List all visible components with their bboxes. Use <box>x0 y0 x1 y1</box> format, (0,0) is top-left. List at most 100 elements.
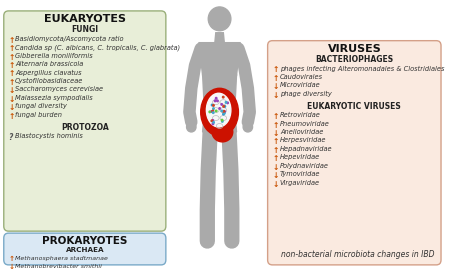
Text: Basidiomycota/Ascomycota ratio: Basidiomycota/Ascomycota ratio <box>15 36 124 42</box>
Circle shape <box>223 106 224 107</box>
Text: EUKARYOTES: EUKARYOTES <box>44 14 126 24</box>
Text: Gibberella moniliformis: Gibberella moniliformis <box>15 53 93 59</box>
Circle shape <box>223 111 225 113</box>
Text: BACTERIOPHAGES: BACTERIOPHAGES <box>315 54 393 64</box>
Circle shape <box>211 120 213 122</box>
Circle shape <box>214 100 216 102</box>
Circle shape <box>219 108 220 109</box>
Text: ↓: ↓ <box>273 129 279 138</box>
Circle shape <box>221 104 222 105</box>
Text: Alternaria brassicola: Alternaria brassicola <box>15 61 83 67</box>
Text: ↓: ↓ <box>273 171 279 180</box>
Text: Herpesviridae: Herpesviridae <box>280 137 327 143</box>
Text: ↑: ↑ <box>9 69 15 78</box>
Circle shape <box>208 7 231 31</box>
Ellipse shape <box>212 122 233 142</box>
Text: phage diversity: phage diversity <box>280 91 332 97</box>
Text: Polydnaviridae: Polydnaviridae <box>280 163 329 169</box>
Text: ↑: ↑ <box>9 61 15 70</box>
Text: Tymoviridae: Tymoviridae <box>280 171 320 177</box>
Text: Malassezia sympodialis: Malassezia sympodialis <box>15 95 93 101</box>
Circle shape <box>213 105 214 106</box>
Polygon shape <box>202 111 237 132</box>
Text: ↑: ↑ <box>273 112 279 121</box>
Text: VIRUSES: VIRUSES <box>328 44 381 54</box>
Text: ↑: ↑ <box>273 66 279 75</box>
FancyBboxPatch shape <box>268 41 441 265</box>
Circle shape <box>224 111 226 112</box>
Text: EUKARYOTIC VIRUSES: EUKARYOTIC VIRUSES <box>308 102 401 111</box>
FancyBboxPatch shape <box>4 233 166 265</box>
Text: non-bacterial microbiota changes in IBD: non-bacterial microbiota changes in IBD <box>282 250 435 259</box>
Text: fungal burden: fungal burden <box>15 112 62 118</box>
FancyBboxPatch shape <box>4 11 166 231</box>
Circle shape <box>211 104 213 106</box>
Text: Saccharomyces cerevisiae: Saccharomyces cerevisiae <box>15 86 103 92</box>
Circle shape <box>223 113 224 115</box>
Circle shape <box>213 122 214 123</box>
Circle shape <box>223 111 225 112</box>
Text: ARCHAEA: ARCHAEA <box>65 247 104 253</box>
Circle shape <box>211 111 212 112</box>
Text: ↓: ↓ <box>273 91 279 100</box>
Text: Retroviridae: Retroviridae <box>280 112 321 118</box>
Circle shape <box>213 108 214 109</box>
Text: Virgaviridae: Virgaviridae <box>280 180 320 186</box>
Circle shape <box>227 102 228 104</box>
Circle shape <box>216 98 217 99</box>
Text: ↓: ↓ <box>9 264 15 270</box>
Text: ↓: ↓ <box>273 163 279 172</box>
Polygon shape <box>215 33 224 43</box>
Text: ↓: ↓ <box>9 95 15 104</box>
Circle shape <box>215 110 217 112</box>
Text: ↑: ↑ <box>9 78 15 87</box>
Text: ?: ? <box>9 133 13 142</box>
Text: Anelloviridae: Anelloviridae <box>280 129 323 135</box>
Text: ↑: ↑ <box>273 146 279 155</box>
Circle shape <box>221 110 223 112</box>
Circle shape <box>212 110 214 112</box>
Circle shape <box>212 112 214 114</box>
Text: Methanobrevibacter smithii: Methanobrevibacter smithii <box>15 264 102 269</box>
Text: ↓: ↓ <box>273 82 279 91</box>
Text: Hepeviridae: Hepeviridae <box>280 154 320 160</box>
Circle shape <box>209 111 210 113</box>
Circle shape <box>222 96 224 98</box>
Text: PROKARYOTES: PROKARYOTES <box>42 236 128 246</box>
Circle shape <box>187 122 196 132</box>
Text: FUNGI: FUNGI <box>71 25 99 34</box>
Text: ↑: ↑ <box>9 256 15 262</box>
Ellipse shape <box>206 93 231 127</box>
Circle shape <box>212 120 213 121</box>
Text: ↑: ↑ <box>273 154 279 163</box>
Text: Aspergillus clavatus: Aspergillus clavatus <box>15 69 82 76</box>
Ellipse shape <box>201 88 238 136</box>
Polygon shape <box>202 75 237 112</box>
Text: ↑: ↑ <box>9 112 15 121</box>
Text: ↑: ↑ <box>9 44 15 53</box>
Circle shape <box>225 102 227 103</box>
Text: Blastocystis hominis: Blastocystis hominis <box>15 133 83 139</box>
Text: Methanosphaera stadtmanae: Methanosphaera stadtmanae <box>15 256 108 261</box>
Circle shape <box>217 100 218 102</box>
Circle shape <box>212 123 214 125</box>
Text: ↑: ↑ <box>273 121 279 130</box>
Text: ↑: ↑ <box>9 36 15 45</box>
Text: Microviridae: Microviridae <box>280 82 320 88</box>
Text: ↑: ↑ <box>273 137 279 146</box>
Text: Pneumoviridae: Pneumoviridae <box>280 121 330 127</box>
Text: Caudovirales: Caudovirales <box>280 74 323 80</box>
Circle shape <box>224 106 226 107</box>
Polygon shape <box>199 43 240 75</box>
Text: PROTOZOA: PROTOZOA <box>61 123 109 132</box>
Circle shape <box>243 122 253 132</box>
Text: ↑: ↑ <box>273 74 279 83</box>
Text: phages infecting Alteromonadales & Clostridiales: phages infecting Alteromonadales & Clost… <box>280 66 445 72</box>
Text: ↑: ↑ <box>9 53 15 62</box>
Text: Candida sp (C. albicans, C. tropicalis, C. glabrata): Candida sp (C. albicans, C. tropicalis, … <box>15 44 180 51</box>
Circle shape <box>221 121 223 122</box>
Text: ↓: ↓ <box>273 180 279 189</box>
Text: ↓: ↓ <box>9 86 15 95</box>
Circle shape <box>221 119 223 121</box>
Text: Hepadnaviridae: Hepadnaviridae <box>280 146 332 152</box>
